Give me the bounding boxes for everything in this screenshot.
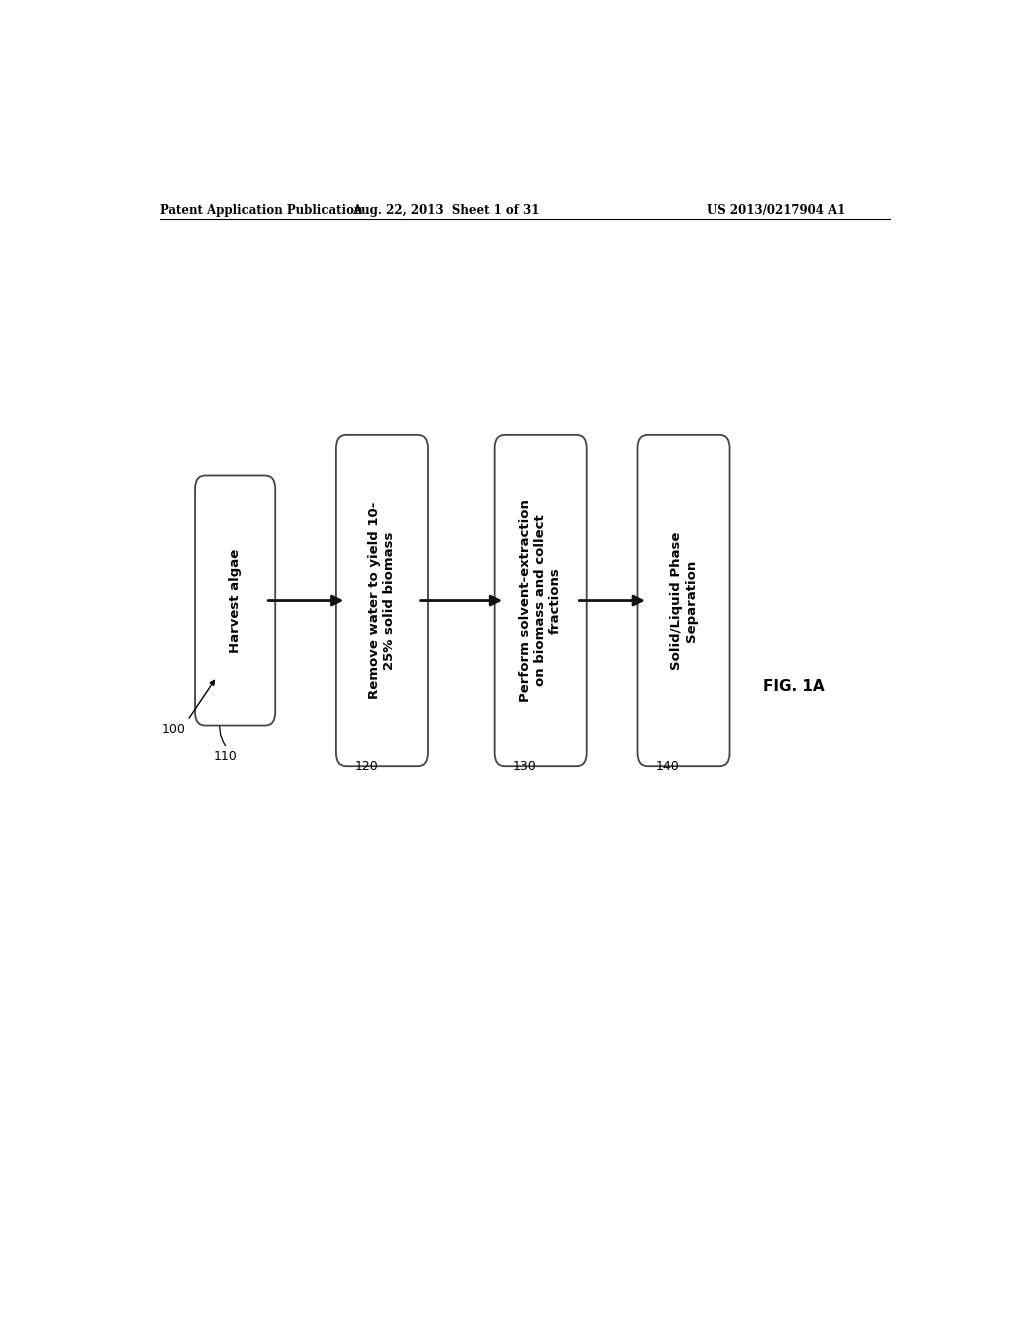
FancyBboxPatch shape (638, 434, 729, 766)
Text: 140: 140 (655, 760, 680, 774)
Text: Patent Application Publication: Patent Application Publication (160, 205, 362, 216)
Text: Remove water to yield 10-
25% solid biomass: Remove water to yield 10- 25% solid biom… (368, 502, 396, 700)
Text: Harvest algae: Harvest algae (228, 548, 242, 652)
Text: FIG. 1A: FIG. 1A (763, 680, 824, 694)
FancyBboxPatch shape (336, 434, 428, 766)
FancyBboxPatch shape (195, 475, 275, 726)
Text: Solid/Liquid Phase
Separation: Solid/Liquid Phase Separation (670, 532, 697, 669)
Text: US 2013/0217904 A1: US 2013/0217904 A1 (708, 205, 846, 216)
Text: 110: 110 (214, 750, 238, 763)
Text: Perform solvent-extraction
on biomass and collect
fractions: Perform solvent-extraction on biomass an… (519, 499, 562, 702)
Text: Aug. 22, 2013  Sheet 1 of 31: Aug. 22, 2013 Sheet 1 of 31 (352, 205, 539, 216)
Text: 120: 120 (354, 760, 378, 774)
FancyBboxPatch shape (495, 434, 587, 766)
Text: 100: 100 (162, 723, 185, 737)
Text: 130: 130 (513, 760, 537, 774)
